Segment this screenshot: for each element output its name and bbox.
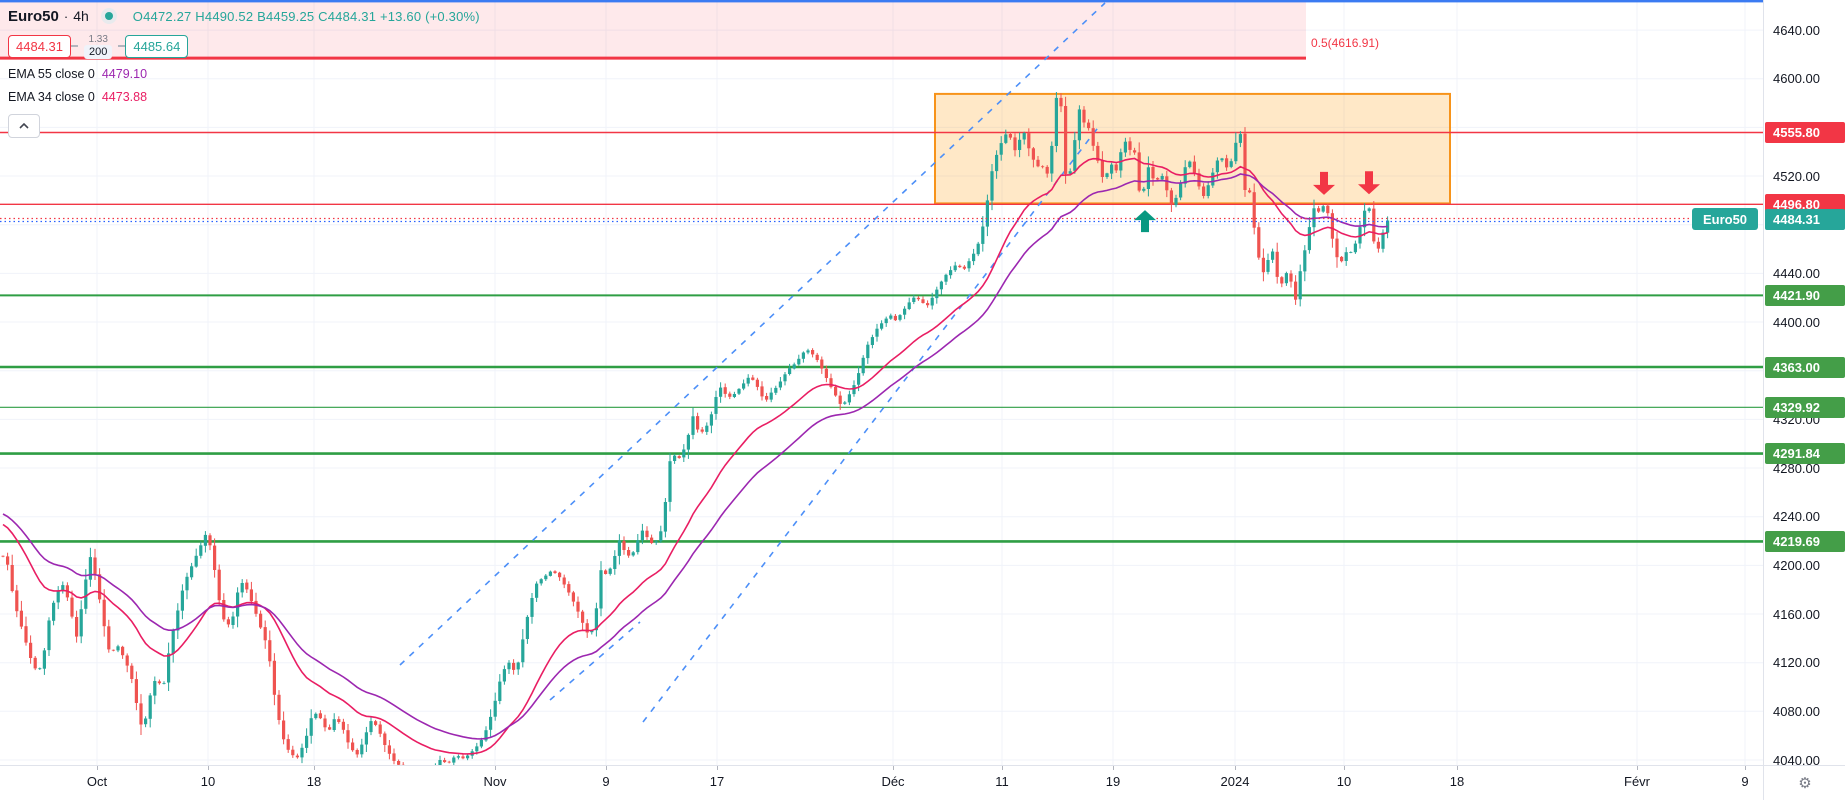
grid: [0, 0, 1763, 765]
time-label: 18: [306, 774, 322, 789]
time-label: Nov: [483, 774, 507, 789]
price-badge: 4219.69: [1765, 530, 1845, 552]
time-label: Déc: [881, 774, 905, 789]
time-axis[interactable]: Oct 10 18 Nov 9 17 Déc 11 19 2024 10 18 Févr 9: [0, 765, 1763, 800]
time-tick: [893, 766, 894, 770]
time-tick: [97, 766, 98, 770]
indicator-label: EMA 34 close 0: [8, 90, 95, 104]
price-badge: 4291.84: [1765, 443, 1845, 465]
time-tick: [1235, 766, 1236, 770]
price-badge: 4484.31: [1765, 208, 1845, 230]
time-label: 11: [995, 774, 1009, 789]
title-separator: ·: [63, 8, 69, 24]
buy-button[interactable]: 4485.64: [125, 34, 189, 58]
time-tick: [1002, 766, 1003, 770]
price-badge: 4363.00: [1765, 356, 1845, 378]
marker-arrow-down: [1358, 171, 1380, 195]
ema-55-line: [2, 173, 1388, 740]
interval-label[interactable]: 4h: [73, 8, 89, 24]
time-tick: [495, 766, 496, 770]
fib-zone: [0, 0, 1306, 59]
trendline: [399, 2, 1106, 666]
price-tick: 4440.00: [1773, 265, 1820, 281]
price-tick: 4520.00: [1773, 168, 1820, 184]
price-tick: 4120.00: [1773, 655, 1820, 671]
symbol-name[interactable]: Euro50: [8, 7, 59, 25]
marker-arrow-down: [1313, 171, 1335, 195]
legend-title-row: Euro50 · 4h O4472.27 H4490.52 B4459.25 C…: [8, 4, 480, 28]
time-tick: [1745, 766, 1746, 770]
connector-dash: [118, 45, 126, 47]
trendline: [642, 124, 1101, 723]
price-badge: 4421.90: [1765, 284, 1845, 306]
plot-area: [0, 0, 1763, 765]
time-tick: [1457, 766, 1458, 770]
time-tick: [1344, 766, 1345, 770]
gear-icon[interactable]: ⚙: [1798, 775, 1812, 792]
sell-button[interactable]: 4484.31: [8, 34, 71, 58]
time-tick: [606, 766, 607, 770]
price-tick: 4600.00: [1773, 71, 1820, 87]
candles-layer: [1, 92, 1390, 765]
indicator-value: 4473.88: [101, 90, 148, 104]
time-label: 9: [1741, 774, 1749, 789]
time-tick: [208, 766, 209, 770]
time-tick: [1113, 766, 1114, 770]
ema-34-line: [2, 157, 1388, 755]
time-label: 19: [1105, 774, 1121, 789]
time-label: Oct: [86, 774, 108, 789]
price-tick: 4160.00: [1773, 606, 1820, 622]
indicator-row-ema34[interactable]: EMA 34 close 0 4473.88: [8, 89, 480, 105]
market-status-icon: [100, 8, 117, 24]
price-tick: 4200.00: [1773, 557, 1820, 573]
time-label: 9: [602, 774, 610, 789]
spread-value: 1.33: [88, 33, 108, 45]
collapse-legend-button[interactable]: [8, 114, 40, 138]
order-widget: 4484.31 1.33 200 4485.64: [8, 33, 480, 59]
ohlc-values: O4472.27 H4490.52 B4459.25 C4484.31 +13.…: [132, 8, 480, 24]
indicator-value: 4479.10: [101, 67, 148, 81]
price-tick: 4240.00: [1773, 509, 1820, 525]
legend: Euro50 · 4h O4472.27 H4490.52 B4459.25 C…: [8, 4, 480, 138]
time-tick: [314, 766, 315, 770]
indicator-row-ema55[interactable]: EMA 55 close 0 4479.10: [8, 66, 480, 82]
chevron-up-icon: [19, 123, 29, 129]
connector-dash: [71, 45, 78, 47]
time-label: 10: [200, 774, 216, 789]
price-badge: 4329.92: [1765, 396, 1845, 418]
price-tick: 4280.00: [1773, 460, 1820, 476]
price-axis[interactable]: 4640.00 4600.00 4520.00 4440.00 4400.00 4320.…: [1763, 0, 1845, 768]
price-tick: 4400.00: [1773, 314, 1820, 330]
time-tick: [1637, 766, 1638, 770]
spread-widget: 1.33 200: [84, 33, 113, 59]
counter-value: 200: [84, 44, 113, 59]
trendline: [549, 621, 641, 701]
price-tick: 4040.00: [1773, 752, 1820, 768]
top-border-line: [0, 0, 1845, 3]
axis-settings-corner[interactable]: ⚙: [1763, 765, 1845, 800]
time-tick: [717, 766, 718, 770]
time-label: 10: [1336, 774, 1352, 789]
time-label: 17: [709, 774, 725, 789]
indicator-label: EMA 55 close 0: [8, 67, 95, 81]
fib-level-label: 0.5(4616.91): [1311, 36, 1380, 50]
time-label: 18: [1449, 774, 1465, 789]
symbol-price-badge: Euro50: [1692, 208, 1758, 231]
price-tick: 4080.00: [1773, 703, 1820, 719]
time-label: Févr: [1624, 774, 1650, 789]
marker-arrow-up: [1134, 210, 1156, 233]
price-tick: 4640.00: [1773, 22, 1820, 38]
time-label: 2024: [1220, 774, 1250, 789]
price-badge: 4555.80: [1765, 121, 1845, 143]
